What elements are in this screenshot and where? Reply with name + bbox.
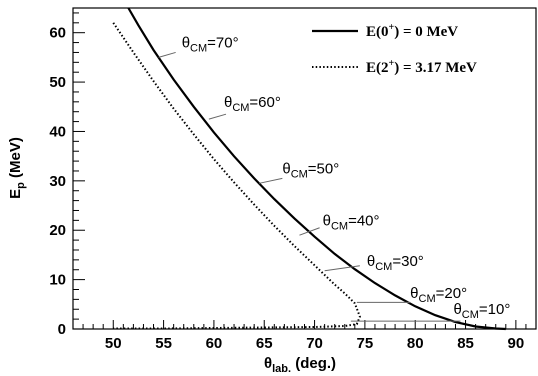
x-tick-labels: 50 55 60 65 70 75 80 85 90 <box>105 335 524 352</box>
series-line-1 <box>127 7 506 331</box>
angle-markers: θCM=70° θCM=60° θCM=50° θCM=40° θCM=30° θCM=2… <box>158 35 510 322</box>
angle-label: θCM=60° <box>224 94 281 114</box>
y-tick-label: 10 <box>49 272 66 289</box>
angle-label: θCM=20° <box>410 285 467 305</box>
legend: E(0+) = 0 MeV E(2+) = 3.17 MeV <box>312 22 477 76</box>
angle-label: θCM=10° <box>453 301 510 321</box>
y-tick-label: 0 <box>58 321 66 338</box>
series-line-2 <box>112 22 361 330</box>
y-tick-label: 60 <box>49 25 66 42</box>
x-tick-label: 60 <box>206 335 223 352</box>
axis-ticks <box>72 12 537 330</box>
legend-label-1: E(0+) = 0 MeV <box>366 22 458 40</box>
x-tick-label: 65 <box>256 335 273 352</box>
x-tick-label: 80 <box>407 335 424 352</box>
y-tick-label: 20 <box>49 222 66 239</box>
y-tick-label: 50 <box>49 74 66 91</box>
angle-connector <box>259 177 283 184</box>
y-tick-label: 30 <box>49 173 66 190</box>
angle-label: θCM=40° <box>323 212 380 232</box>
y-tick-label: 40 <box>49 123 66 140</box>
angle-connector <box>158 51 176 58</box>
y-axis-title: Ep (MeV) <box>7 137 27 199</box>
x-tick-label: 50 <box>105 335 122 352</box>
angle-connector <box>208 113 227 120</box>
x-tick-label: 85 <box>457 335 474 352</box>
angle-label: θCM=50° <box>282 160 339 180</box>
x-axis-title: θlab. (deg.) <box>264 355 336 375</box>
x-tick-label: 75 <box>357 335 374 352</box>
x-tick-label: 55 <box>155 335 172 352</box>
angle-connector <box>324 265 360 272</box>
angle-label: θCM=70° <box>182 35 239 55</box>
angle-label: θCM=30° <box>367 253 424 273</box>
angle-connector <box>299 227 320 236</box>
y-tick-labels: 0 10 20 30 40 50 60 <box>49 25 66 338</box>
x-tick-label: 70 <box>306 335 323 352</box>
legend-label-2: E(2+) = 3.17 MeV <box>366 58 477 76</box>
x-tick-label: 90 <box>508 335 525 352</box>
series-layer <box>112 7 506 331</box>
